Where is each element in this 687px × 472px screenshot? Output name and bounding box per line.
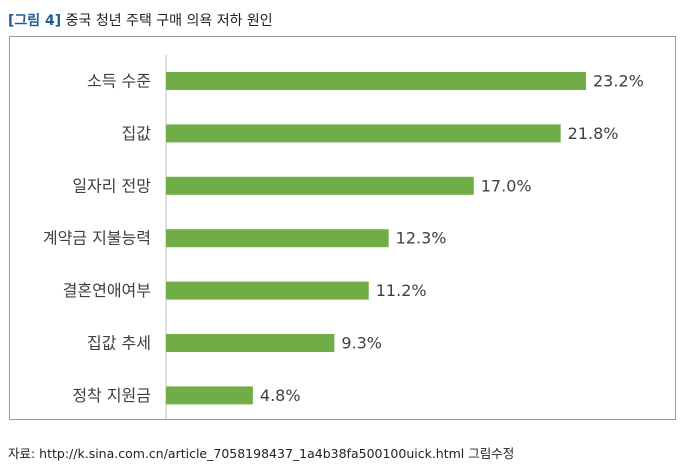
bar — [166, 72, 586, 90]
bar — [166, 124, 561, 143]
value-label: 4.8% — [260, 386, 301, 405]
bar — [166, 176, 474, 195]
bar — [166, 386, 253, 405]
value-label: 17.0% — [481, 176, 532, 195]
chart-frame: 소득 수준 23.2% 집값 21.8% 일자리 전망 17.0% 계약금 지불능력 12.3… — [9, 36, 676, 420]
bars-layer: 소득 수준 23.2% 집값 21.8% 일자리 전망 17.0% 계약금 지불능력 12.3… — [43, 72, 644, 405]
bar — [166, 281, 369, 300]
category-label: 집값 — [122, 124, 152, 143]
figure-title-text: 중국 청년 주택 구매 의욕 저하 원인 — [65, 13, 273, 29]
bar — [166, 229, 389, 248]
value-label: 23.2% — [593, 72, 644, 91]
value-label: 9.3% — [341, 334, 382, 353]
source-note: 자료: http://k.sina.com.cn/article_7058198… — [8, 446, 515, 461]
value-label: 12.3% — [396, 229, 447, 248]
category-label: 정착 지원금 — [72, 386, 151, 405]
bar-chart: 소득 수준 23.2% 집값 21.8% 일자리 전망 17.0% 계약금 지불능력 12.3… — [43, 54, 644, 419]
bar — [166, 334, 335, 352]
figure-number: [그림 4] — [8, 13, 62, 29]
value-label: 21.8% — [568, 124, 619, 143]
category-label: 집값 추세 — [87, 334, 151, 353]
category-label: 계약금 지불능력 — [43, 229, 151, 248]
category-label: 일자리 전망 — [72, 176, 151, 195]
value-label: 11.2% — [376, 281, 427, 300]
category-label: 결혼연애여부 — [63, 281, 151, 300]
figure-title: [그림 4] 중국 청년 주택 구매 의욕 저하 원인 — [8, 10, 273, 30]
category-label: 소득 수준 — [87, 72, 151, 91]
